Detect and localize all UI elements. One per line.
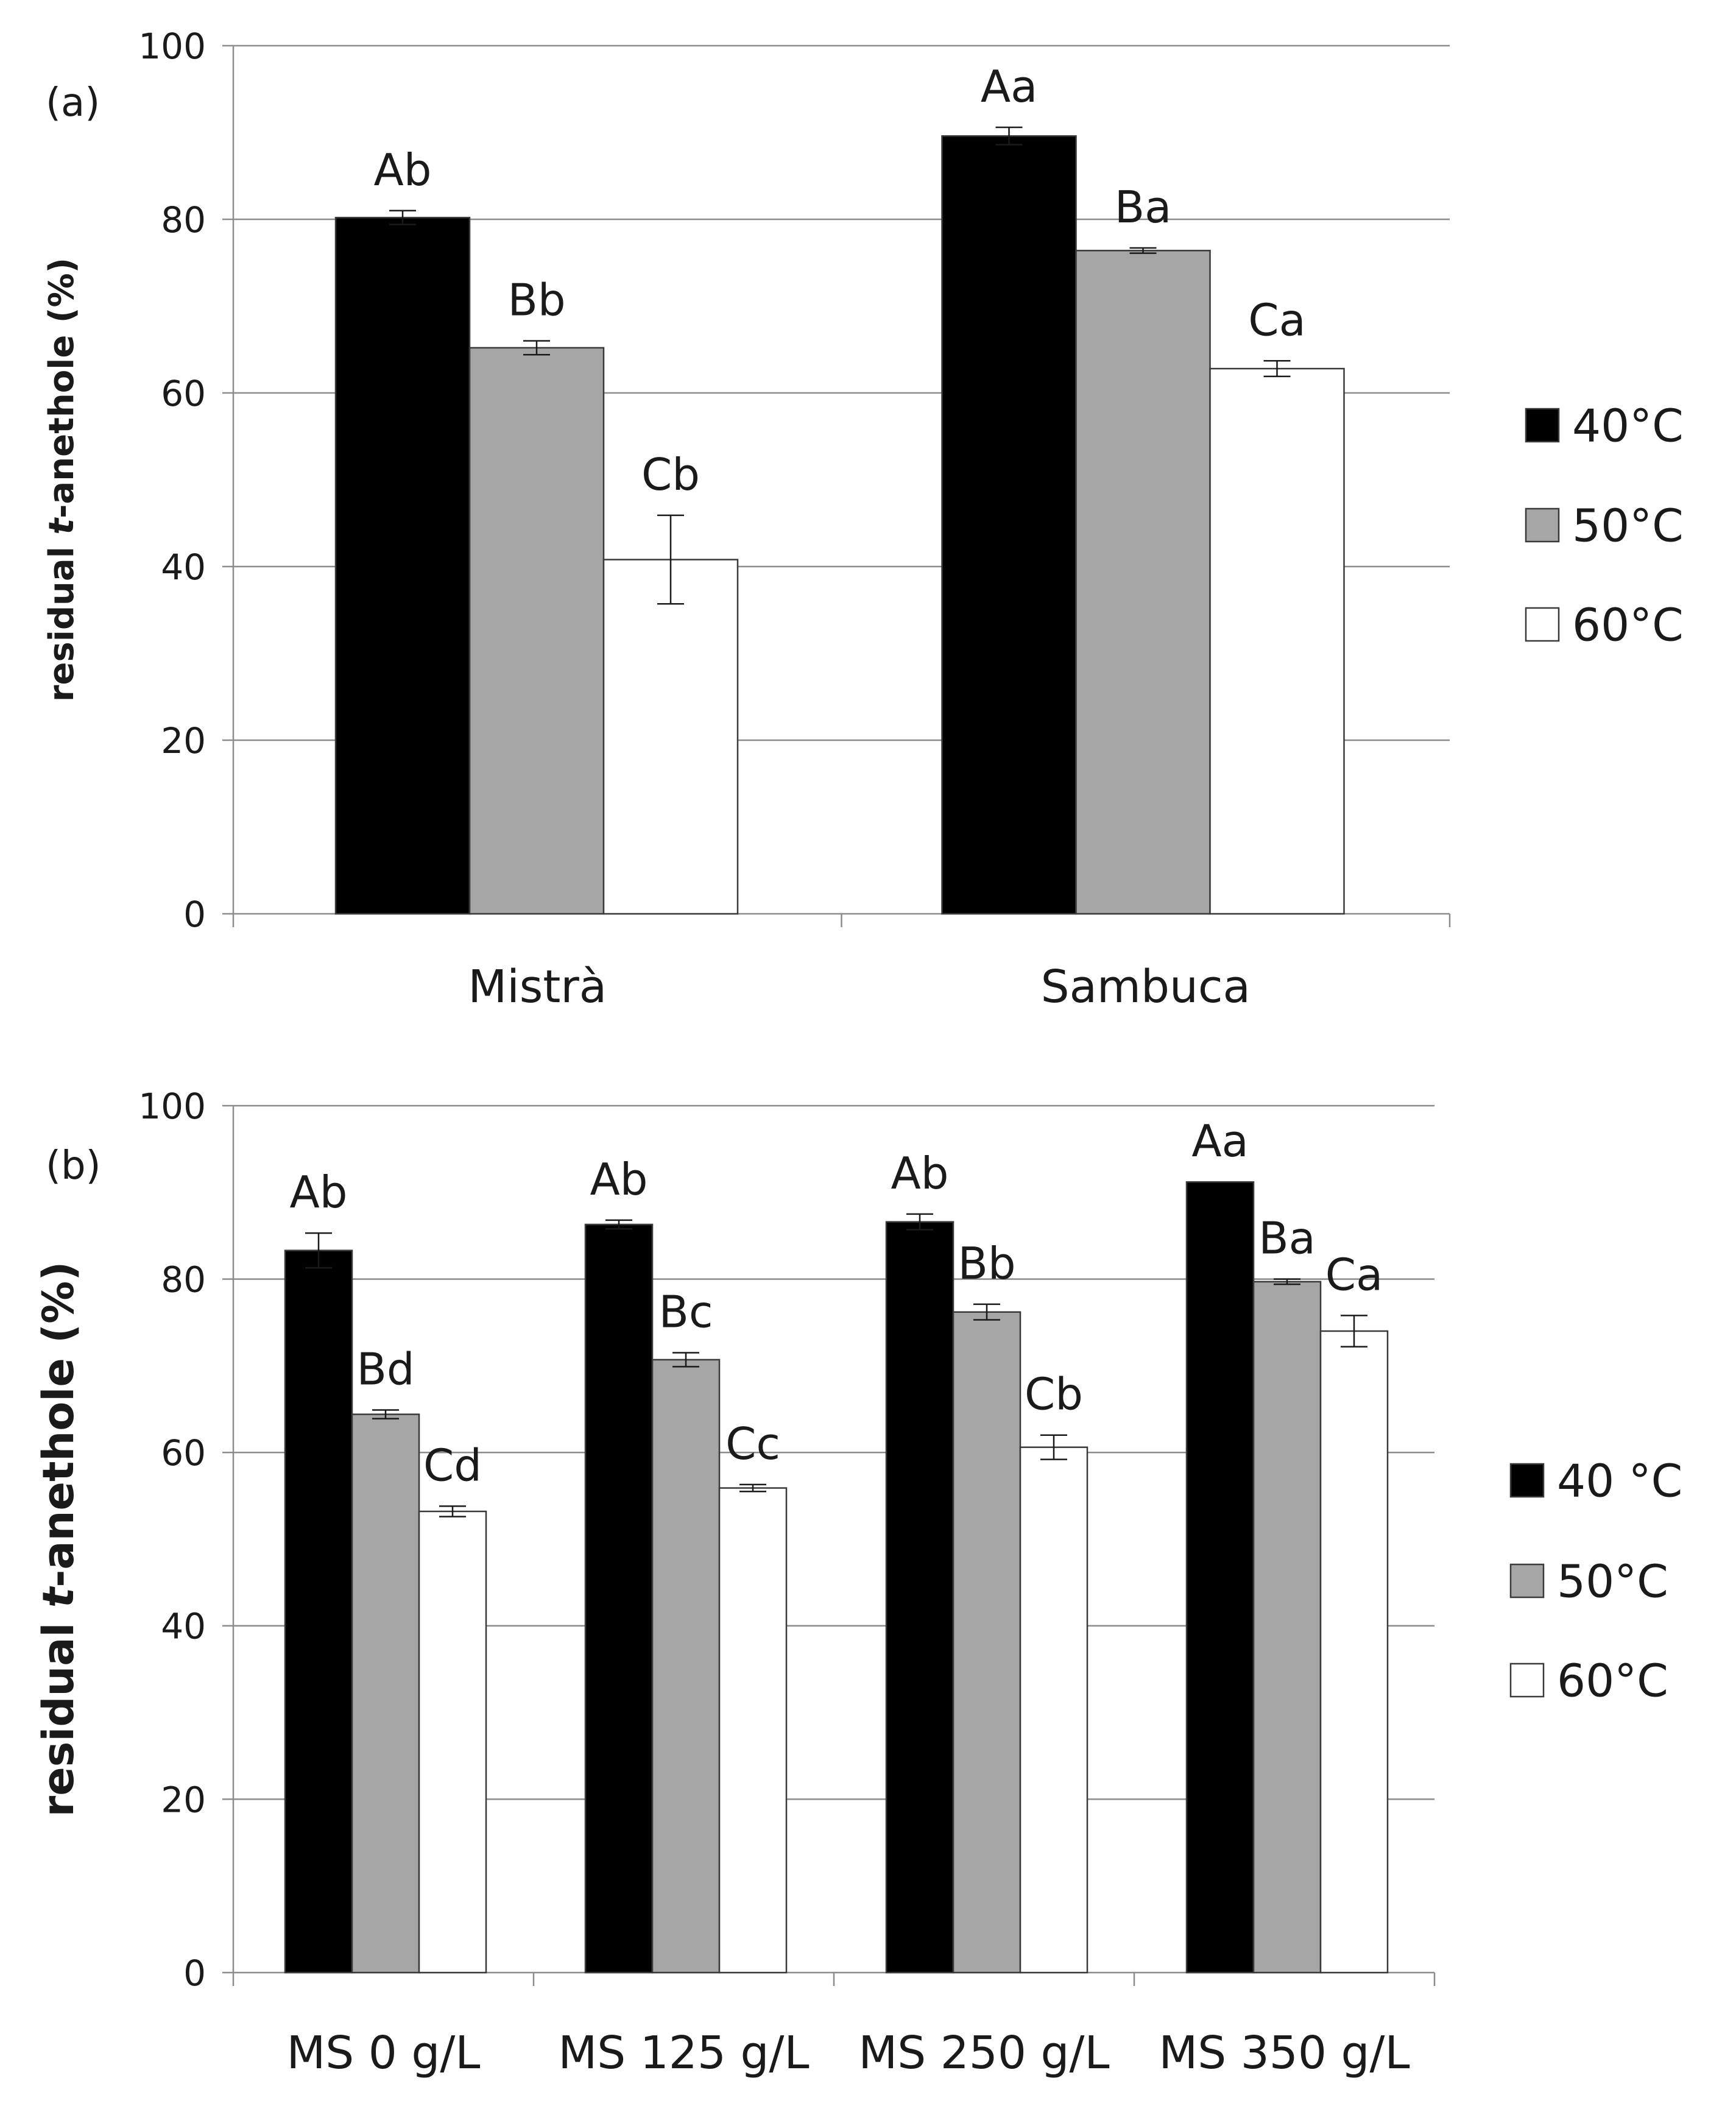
bar [602,559,739,915]
bar-label: Ba [1115,182,1172,233]
legend-swatch [1509,1663,1545,1698]
bar [1075,250,1211,915]
bar-label: Cc [725,1418,780,1469]
bar [284,1249,353,1974]
bar-label: Ab [590,1154,648,1205]
panel-label: (b) [46,1143,101,1189]
legend-label: 40 °C [1557,1455,1682,1508]
bar [418,1510,487,1974]
bar [1019,1446,1089,1974]
x-category-label: Sambuca [1041,961,1251,1013]
x-category-label: MS 0 g/L [286,2027,480,2079]
y-tick-label: 40 [161,1606,206,1647]
x-category-label: Mistrà [468,961,607,1013]
bar-label: Cb [641,449,700,500]
bar-label: Ab [290,1167,348,1218]
y-tick-label: 20 [161,1779,206,1820]
bar-label: Ab [374,144,432,196]
bar-label: Ab [891,1148,949,1199]
bar [1209,367,1345,915]
bar [1319,1330,1389,1974]
bar-label: Bd [356,1343,414,1394]
bar-label: Aa [981,61,1037,112]
bar-label: Aa [1191,1115,1248,1167]
bar [718,1487,788,1974]
legend-label: 50°C [1572,500,1684,553]
y-axis-title: residual t-anethole (%) [34,1262,83,1817]
y-tick-label: 60 [161,1432,206,1474]
bar [468,347,605,915]
bar [952,1311,1021,1974]
legend-swatch [1509,1463,1545,1498]
bar-label: Ca [1248,294,1305,345]
bar [941,135,1077,915]
y-tick-label: 0 [183,1952,206,1994]
legend-label: 60°C [1557,1655,1668,1708]
bar-label: Cb [1025,1369,1083,1420]
bar [651,1359,721,1974]
legend-label: 60°C [1572,599,1684,652]
y-tick-label: 100 [138,1086,206,1127]
legend-label: 40°C [1572,400,1684,453]
y-tick-label: 20 [161,720,206,761]
x-category-label: MS 250 g/L [858,2027,1109,2079]
y-tick-label: 80 [161,199,206,241]
bar [885,1221,954,1974]
bar [334,216,471,915]
bar-label: Ba [1258,1213,1316,1264]
chart-panel-a: 0 20 40 60 80 100 Ab Bb Cb Mistrà Aa Ba Ca Sambuca res… [42,26,1684,1013]
y-axis-title: residual t-anethole (%) [42,258,82,702]
bar-label: Bc [659,1287,713,1338]
y-tick-label: 40 [161,546,206,588]
bar [351,1413,420,1974]
y-tick-label: 0 [183,894,206,935]
y-tick-label: 60 [161,373,206,414]
bar-label: Bb [507,275,565,326]
legend-label: 50°C [1557,1556,1668,1608]
bar-label: Ca [1325,1249,1383,1300]
legend-swatch [1525,408,1560,443]
bar [584,1223,654,1974]
bar-label: Bb [958,1238,1015,1289]
x-category-label: MS 125 g/L [558,2027,809,2079]
legend-swatch [1525,607,1560,642]
bar-label: Cd [423,1440,482,1491]
legend-swatch [1509,1563,1545,1599]
panel-label: (a) [46,80,100,125]
y-tick-label: 80 [161,1259,206,1300]
y-tick-label: 100 [138,26,206,67]
x-category-label: MS 350 g/L [1159,2027,1410,2079]
bar [1185,1181,1255,1974]
legend-swatch [1525,507,1560,543]
bar [1252,1281,1322,1974]
